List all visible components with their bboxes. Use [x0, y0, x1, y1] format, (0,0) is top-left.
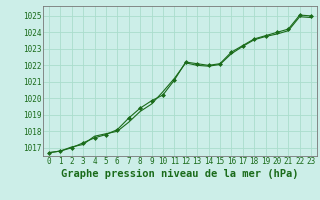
X-axis label: Graphe pression niveau de la mer (hPa): Graphe pression niveau de la mer (hPa): [61, 169, 299, 179]
